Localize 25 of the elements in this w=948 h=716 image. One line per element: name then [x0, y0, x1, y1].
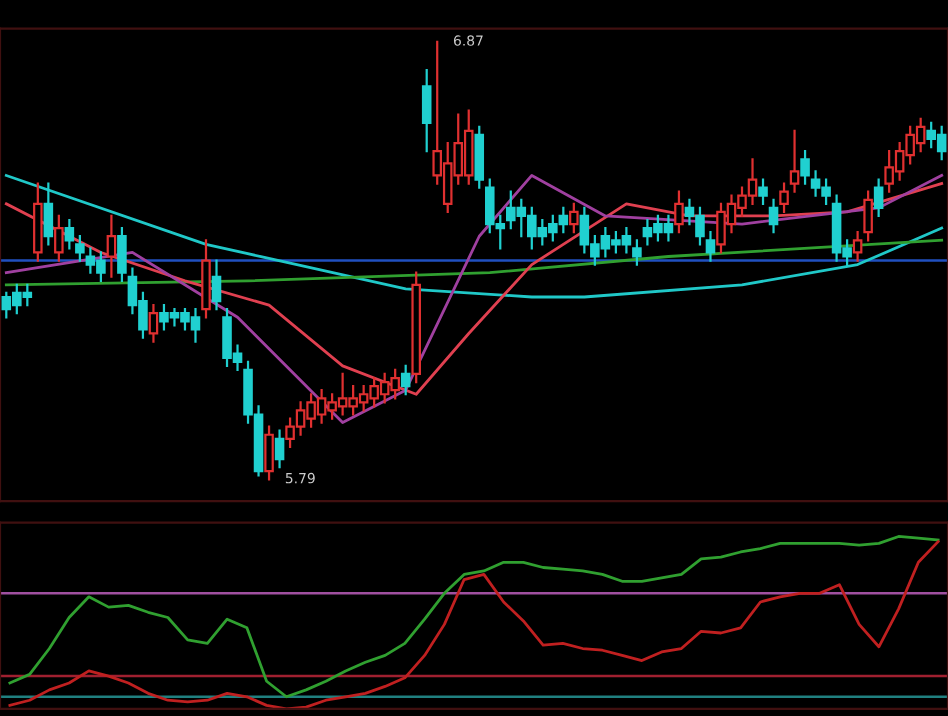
candlestick: [75, 235, 85, 262]
candlestick: [148, 304, 159, 343]
candlestick: [632, 239, 642, 266]
candlestick: [800, 150, 810, 185]
candlestick: [852, 231, 863, 262]
candlestick: [789, 129, 800, 193]
candlestick: [211, 259, 222, 311]
candlestick: [705, 231, 716, 262]
candlestick: [64, 218, 75, 250]
candlestick: [106, 214, 117, 278]
candlestick: [117, 227, 127, 282]
candlestick: [674, 190, 684, 234]
candlestick: [474, 125, 485, 189]
candlestick: [274, 429, 285, 469]
candlestick: [54, 214, 64, 262]
candlestick: [569, 202, 579, 234]
candlestick: [768, 198, 779, 234]
candlestick: [873, 178, 884, 218]
candlestick: [421, 69, 432, 153]
candlestick: [779, 182, 789, 214]
candlestick: [758, 178, 768, 205]
candlestick: [43, 182, 54, 246]
candlestick: [264, 425, 274, 481]
candlestick: [400, 364, 411, 396]
candlestick: [863, 190, 873, 242]
